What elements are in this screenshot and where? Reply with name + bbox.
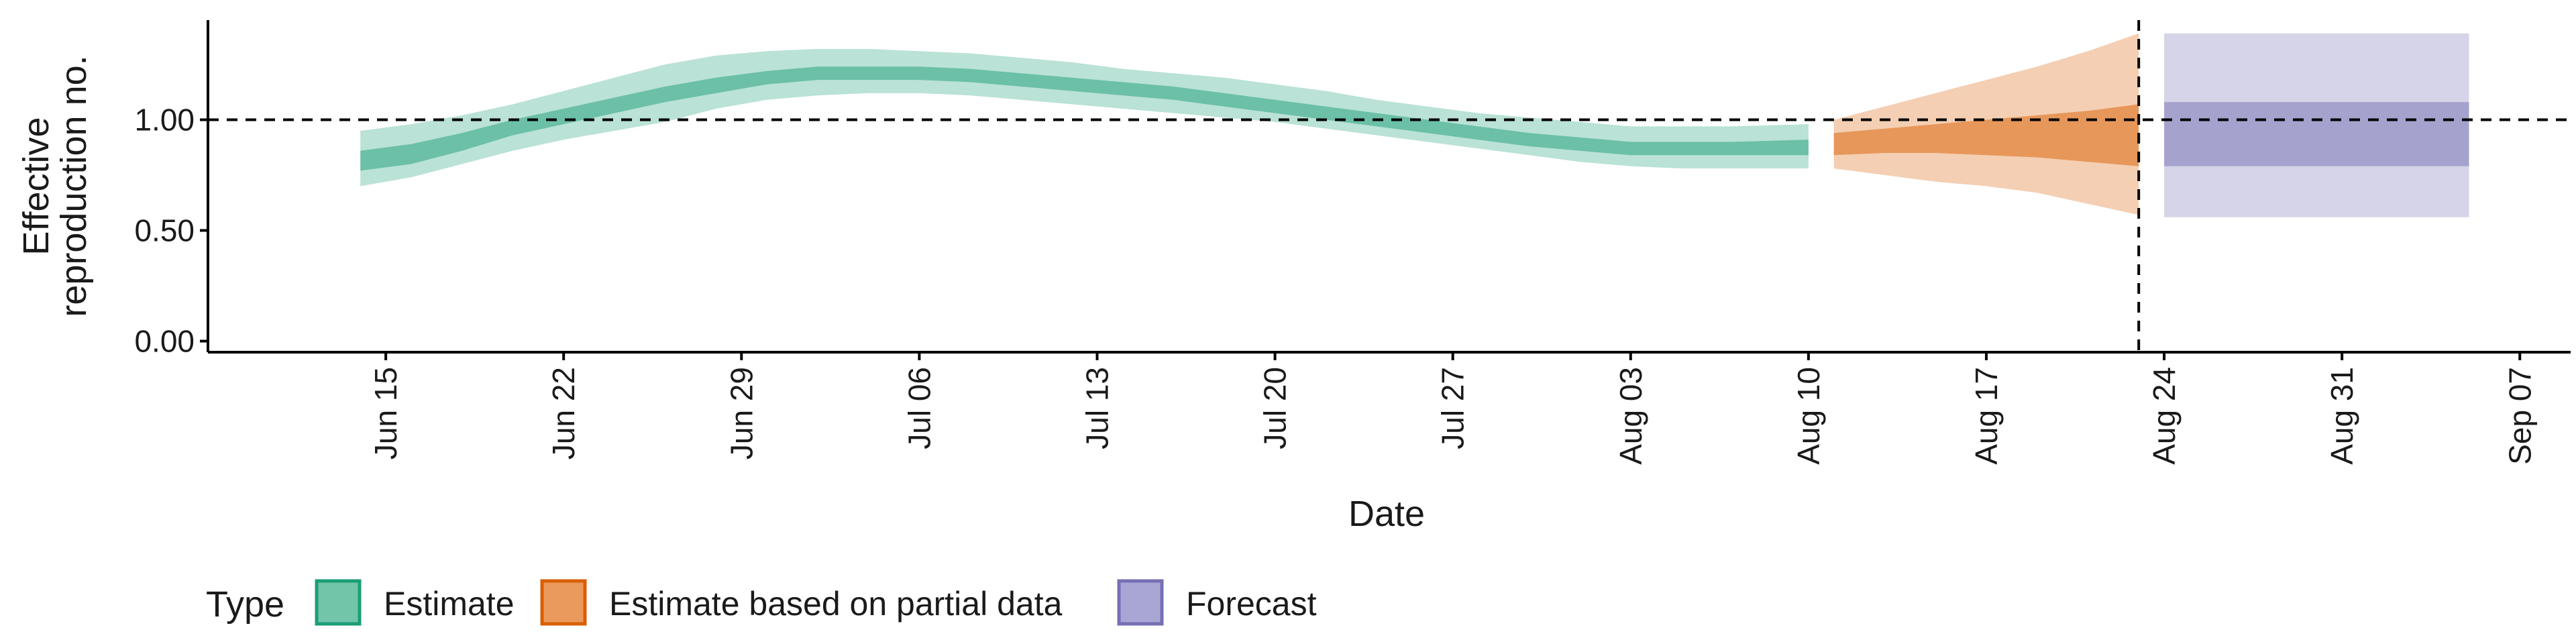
y-tick-label: 0.50	[134, 213, 195, 248]
legend-swatch-estimate	[315, 579, 362, 626]
x-tick-label: Aug 31	[2324, 367, 2359, 465]
x-tick-label: Jul 27	[1436, 367, 1470, 449]
y-axis-label-line-1: Effective	[16, 117, 56, 255]
x-tick-label: Jul 13	[1079, 367, 1114, 449]
legend-title: Type	[206, 584, 284, 625]
x-tick-label: Jul 20	[1258, 367, 1293, 449]
x-tick-label: Aug 17	[1969, 367, 2004, 465]
x-tick-label: Aug 03	[1613, 367, 1648, 465]
forecast-inner-band	[2164, 102, 2469, 166]
legend-label-estimate-based-on-partial-data: Estimate based on partial data	[609, 585, 1063, 623]
y-tick-label: 0.00	[134, 324, 195, 359]
band-layer	[360, 33, 2469, 217]
legend: Type Estimate Estimate based on partial d…	[206, 579, 1317, 626]
legend-swatch-estimate-based-on-partial-data	[540, 579, 587, 626]
legend-label-estimate: Estimate	[384, 585, 515, 623]
y-tick-label: 1.00	[134, 103, 195, 138]
legend-swatch-forecast	[1117, 579, 1164, 626]
x-axis-label: Date	[1348, 494, 1425, 534]
y-axis-label-line-2: reproduction no.	[54, 55, 94, 317]
x-axis: Jun 15 Jun 22 Jun 29 Jul 06 Jul 13 Jul 20 Jul …	[368, 352, 2537, 465]
x-tick-label: Jul 06	[902, 367, 936, 449]
estimate-inner-band	[360, 66, 1809, 171]
x-tick-label: Jun 15	[368, 367, 403, 460]
x-tick-label: Aug 10	[1791, 367, 1826, 465]
legend-label-forecast: Forecast	[1186, 585, 1317, 623]
y-axis: 0.00 0.50 1.00	[134, 103, 208, 359]
legend-items: Estimate Estimate based on partial data Fo…	[315, 579, 1317, 626]
x-tick-label: Sep 07	[2502, 367, 2537, 465]
x-tick-label: Jun 22	[546, 367, 581, 460]
estimate-based-on-partial-data-inner-band	[1833, 104, 2139, 166]
x-tick-label: Jun 29	[724, 367, 759, 460]
x-tick-label: Aug 24	[2147, 367, 2182, 465]
